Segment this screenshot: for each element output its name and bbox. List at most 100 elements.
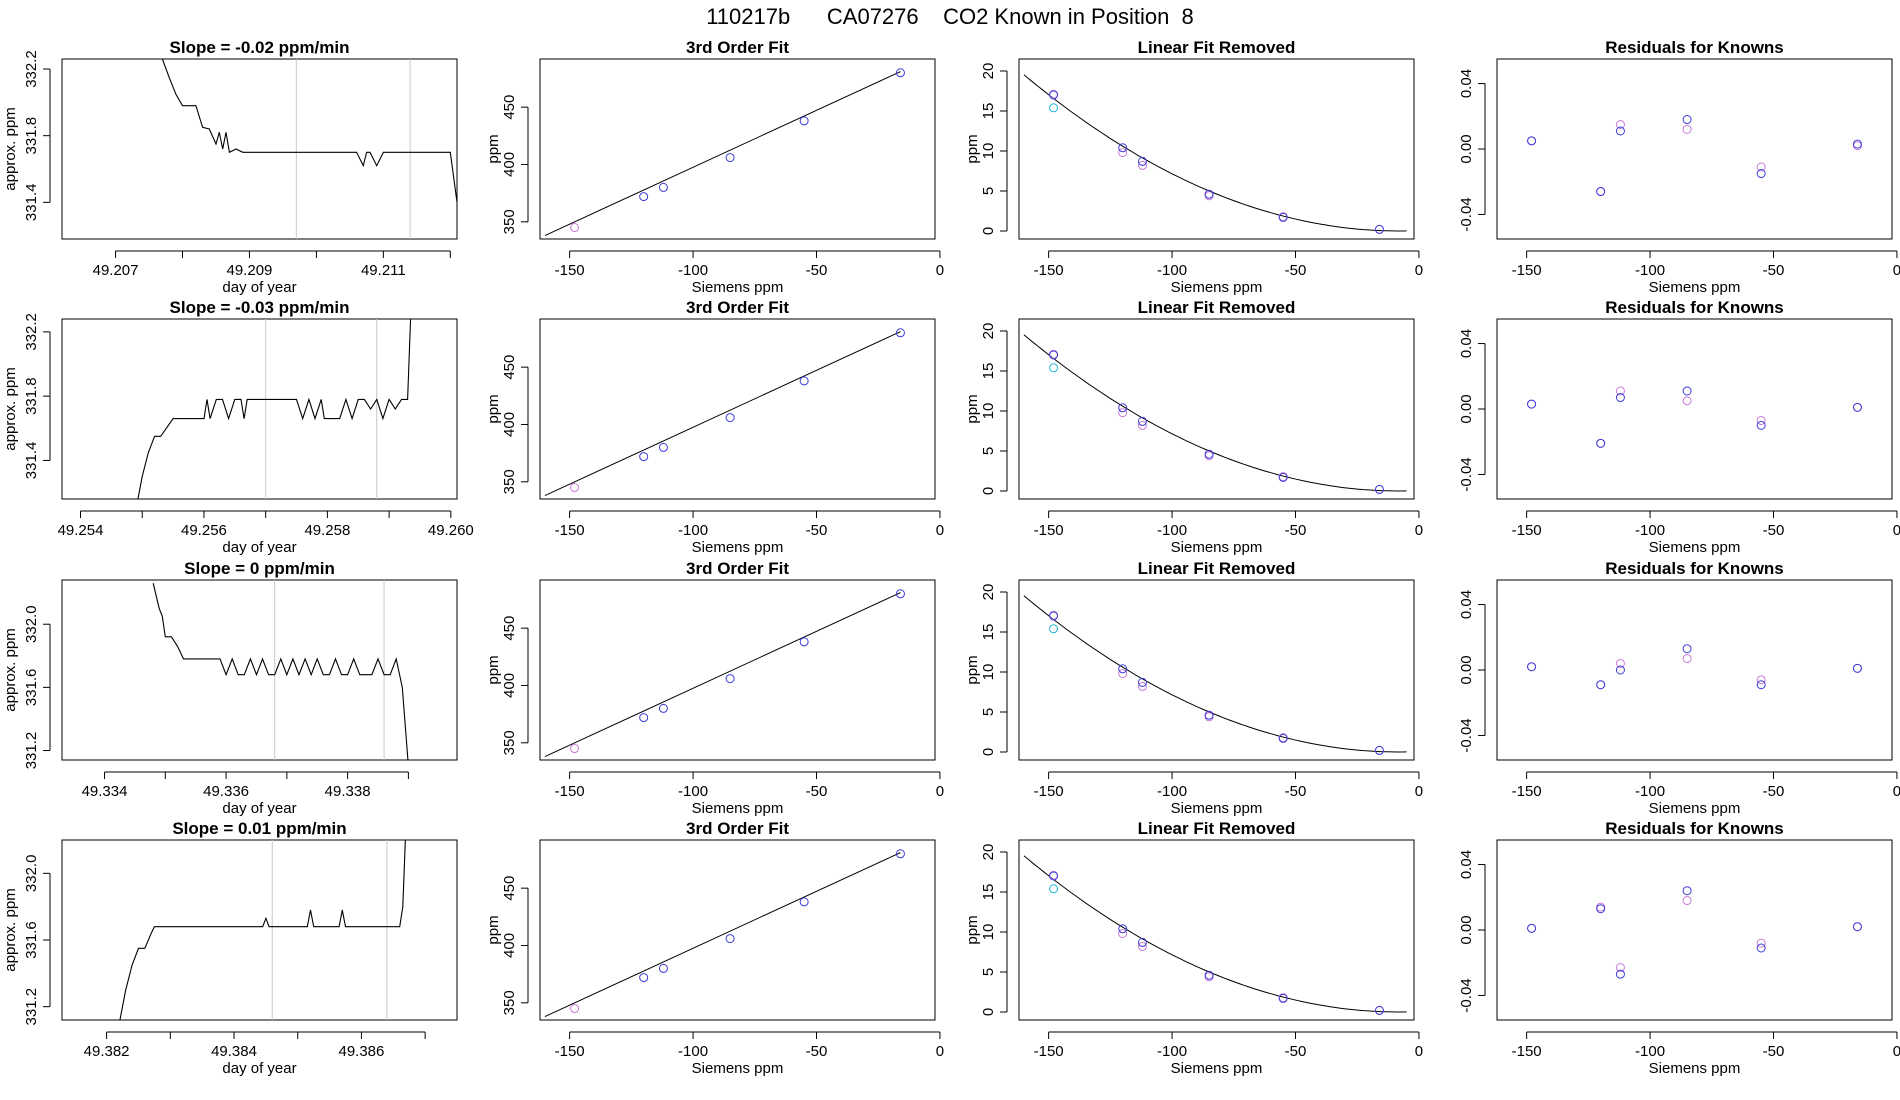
residual-point-blue [1615, 126, 1625, 136]
data-point [658, 182, 668, 192]
y-tick-label: 0.00 [1458, 915, 1475, 944]
fit-curve [1023, 855, 1407, 1013]
y-axis-label: ppm [485, 134, 502, 163]
panel-r4c1: Slope = 0.01 ppm/min 49.382 49.384 49.386 da… [2, 819, 458, 1077]
y-axis-label: approx. ppm [2, 367, 19, 450]
y-tick-label: 331.4 [23, 442, 40, 480]
plot-frame [539, 579, 936, 761]
x-tick-label: -50 [806, 522, 828, 539]
residual-point-blue [1682, 886, 1692, 896]
residual-point-blue [1596, 438, 1606, 448]
data-point-violet [1137, 160, 1147, 170]
x-tick-label: -150 [1034, 262, 1064, 279]
data-point-violet [1118, 148, 1128, 158]
data-point-cyan [1049, 884, 1059, 894]
x-tick-label: 49.386 [338, 1043, 384, 1060]
data-point-blue [1374, 1005, 1384, 1015]
residual-point-violet [1615, 386, 1625, 396]
x-tick-label: -100 [1157, 783, 1187, 800]
data-point [799, 637, 809, 647]
y-tick-label: 10 [980, 403, 997, 420]
data-point-cyan [1049, 103, 1059, 113]
residual-point-blue [1852, 139, 1862, 149]
x-tick-label: -50 [1763, 783, 1785, 800]
y-tick-label: 331.2 [23, 988, 40, 1026]
x-tick-label: 0 [936, 1043, 944, 1060]
fit-line [544, 852, 901, 1018]
y-tick-label: 332.2 [23, 313, 40, 351]
x-tick-label: 0 [1893, 783, 1900, 800]
plot-area [1023, 74, 1407, 234]
residual-point-violet [1682, 124, 1692, 134]
y-tick-label: -0.04 [1458, 718, 1475, 752]
y-tick-label: -0.04 [1458, 197, 1475, 231]
x-tick-label: -150 [1512, 1043, 1542, 1060]
y-tick-label: 400 [501, 152, 518, 177]
x-tick-label: -150 [1512, 783, 1542, 800]
y-tick-label: 0.04 [1458, 850, 1475, 879]
x-tick-label: 0 [936, 783, 944, 800]
residual-point-violet [1756, 415, 1766, 425]
residual-point-blue [1615, 393, 1625, 403]
y-tick-label: 350 [501, 209, 518, 234]
data-point-blue [1137, 156, 1147, 166]
y-tick-label: 400 [501, 933, 518, 958]
x-tick-label: -100 [1635, 1043, 1665, 1060]
plot-frame [1496, 579, 1893, 761]
x-tick-label: 49.211 [361, 262, 406, 279]
plot-frame [1496, 318, 1893, 500]
y-tick-label: 0 [980, 487, 997, 495]
x-tick-label: -50 [806, 1043, 828, 1060]
y-axis-label: approx. ppm [2, 107, 19, 190]
x-axis-label: day of year [222, 279, 296, 296]
panel-title: Residuals for Knowns [1605, 559, 1784, 578]
x-axis-label: Siemens ppm [1171, 539, 1263, 556]
x-tick-label: -50 [806, 262, 828, 279]
data-point [570, 744, 580, 754]
y-axis-label: ppm [964, 134, 981, 163]
y-axis-label: ppm [485, 915, 502, 944]
plot-area [161, 59, 457, 239]
x-axis-label: Siemens ppm [1649, 800, 1741, 817]
x-tick-label: -100 [1157, 1043, 1187, 1060]
residual-point-violet [1682, 396, 1692, 406]
data-point [639, 452, 649, 462]
x-tick-label: 0 [1415, 522, 1423, 539]
x-axis-label: Siemens ppm [1649, 539, 1741, 556]
fit-line [544, 331, 901, 497]
x-tick-label: -150 [1512, 522, 1542, 539]
y-tick-label: 20 [980, 844, 997, 861]
plot-frame [1018, 839, 1415, 1021]
y-tick-label: 331.8 [23, 117, 40, 155]
x-tick-label: -50 [1285, 262, 1307, 279]
residual-point-blue [1615, 665, 1625, 675]
panel-title: Slope = 0 ppm/min [184, 559, 335, 578]
plot-area [1527, 644, 1862, 690]
data-point [725, 153, 735, 163]
y-axis-label: ppm [485, 655, 502, 684]
y-tick-label: 0.04 [1458, 69, 1475, 98]
y-tick-label: 400 [501, 673, 518, 698]
residual-point-violet [1682, 896, 1692, 906]
data-point-blue [1049, 871, 1059, 881]
data-point [799, 897, 809, 907]
y-tick-label: 10 [980, 143, 997, 160]
data-point-blue [1204, 189, 1214, 199]
x-tick-label: -50 [1285, 1043, 1307, 1060]
y-tick-label: 5 [980, 708, 997, 716]
y-tick-label: 5 [980, 968, 997, 976]
fit-curve [1023, 74, 1407, 232]
data-point-blue [1049, 90, 1059, 100]
data-point [725, 934, 735, 944]
data-point [895, 328, 905, 338]
x-axis-label: Siemens ppm [692, 1060, 784, 1077]
data-point-blue [1137, 677, 1147, 687]
x-tick-label: -150 [1034, 1043, 1064, 1060]
x-axis-label: Siemens ppm [692, 539, 784, 556]
y-tick-label: 331.6 [23, 669, 40, 707]
y-tick-label: 331.2 [23, 732, 40, 770]
y-axis-label: ppm [485, 394, 502, 423]
y-tick-label: 15 [980, 363, 997, 380]
fit-line [544, 592, 901, 758]
